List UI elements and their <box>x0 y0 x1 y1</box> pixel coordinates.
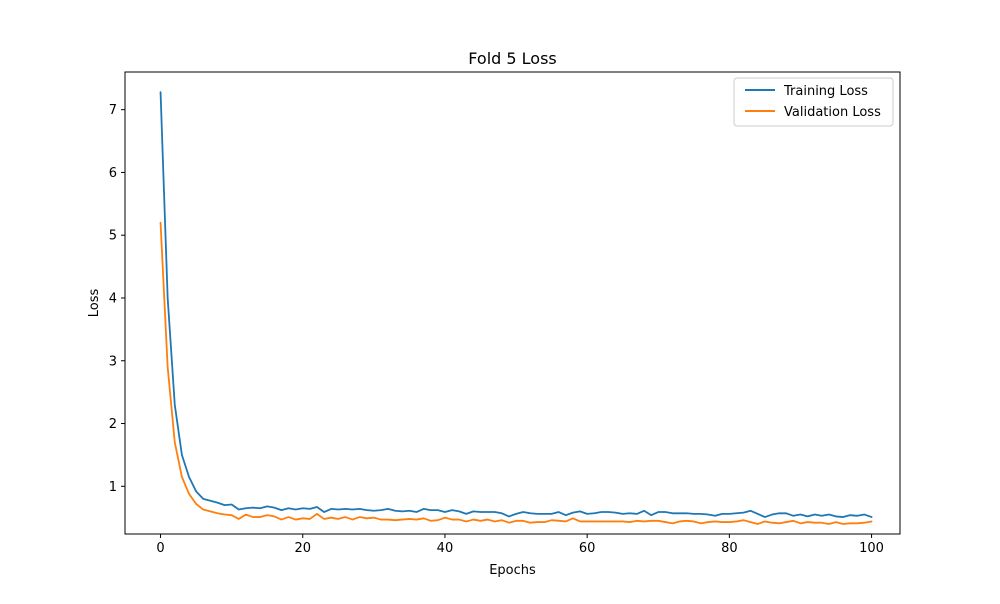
legend: Training Loss Validation Loss <box>733 77 894 127</box>
x-tick-label: 40 <box>437 541 454 556</box>
y-tick-label: 2 <box>109 417 117 432</box>
x-tick-label: 80 <box>721 541 738 556</box>
x-axis: 0 20 40 60 80 100 <box>156 534 884 556</box>
x-axis-label: Epochs <box>489 563 536 578</box>
axes-frame <box>124 71 901 535</box>
legend-validation-label: Validation Loss <box>784 105 881 120</box>
x-tick-label: 20 <box>294 541 311 556</box>
validation-loss-line <box>159 221 873 525</box>
x-tick-label: 0 <box>156 541 164 556</box>
series-lines <box>159 91 873 525</box>
x-tick-label: 60 <box>579 541 596 556</box>
y-tick-label: 1 <box>109 480 117 495</box>
y-tick-label: 5 <box>109 229 117 244</box>
plot-area <box>124 71 901 535</box>
y-tick-label: 4 <box>109 291 117 306</box>
training-loss-line <box>159 91 873 518</box>
y-axis-label: Loss <box>87 289 102 318</box>
y-tick-label: 3 <box>109 354 117 369</box>
x-tick-label: 100 <box>859 541 884 556</box>
chart-title: Fold 5 Loss <box>468 49 556 68</box>
y-tick-label: 7 <box>109 103 117 118</box>
y-tick-label: 6 <box>109 166 117 181</box>
y-axis: 1 2 3 4 5 6 7 <box>109 103 125 495</box>
legend-training-label: Training Loss <box>783 84 868 99</box>
